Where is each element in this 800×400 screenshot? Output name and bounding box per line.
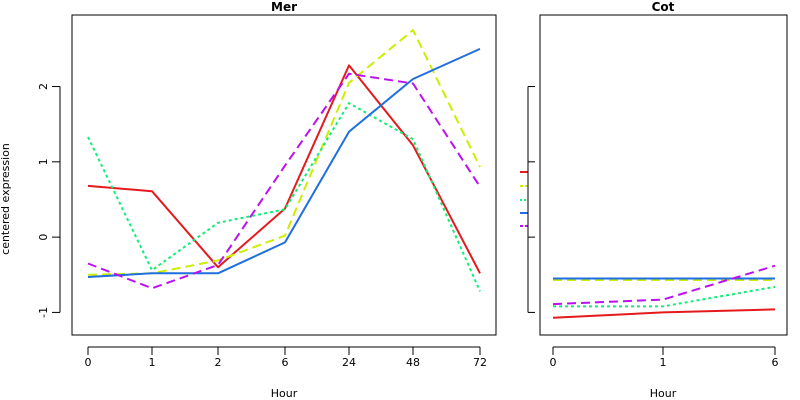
x-tick-label-mer: 72 (473, 356, 487, 369)
series-line-mer-2 (87, 29, 481, 276)
x-tick-label-cot: 1 (660, 356, 667, 369)
chart-title-mer: Mer (271, 0, 297, 14)
series-lines-cot (552, 264, 776, 319)
x-axis-label-mer: Hour (271, 387, 298, 400)
series-line-cot-5 (552, 264, 776, 306)
series-line-cot-1 (552, 308, 776, 319)
x-tick-label-cot: 6 (772, 356, 779, 369)
series-line-mer-5 (87, 72, 481, 290)
plot-frame-mer (71, 14, 497, 336)
y-tick-label: -1 (37, 307, 50, 318)
panel-cot: Cot Hour 0 1 6 (527, 0, 788, 400)
series-line-cot-3 (553, 285, 776, 308)
x-axis-label-cot: Hour (650, 387, 677, 400)
x-tick-label-mer: 24 (342, 356, 356, 369)
chart-title-cot: Cot (652, 0, 675, 14)
y-tick-label: 0 (37, 234, 50, 241)
x-tick-label-mer: 2 (215, 356, 222, 369)
x-tick-label-mer: 6 (282, 356, 289, 369)
series-line-mer-1 (87, 64, 481, 274)
series-lines-mer (87, 29, 481, 292)
legend (520, 171, 528, 227)
y-tick-label: 2 (37, 83, 50, 90)
x-tick-label-mer: 0 (85, 356, 92, 369)
y-axis-label: centered expression (0, 143, 12, 255)
panel-mer: Mer Hour 0 1 2 6 24 48 72 -1 0 1 2 (37, 0, 497, 400)
x-tick-label-mer: 48 (406, 356, 420, 369)
x-tick-label-mer: 1 (149, 356, 156, 369)
y-tick-label: 1 (37, 158, 50, 165)
x-tick-label-cot: 0 (550, 356, 557, 369)
axis-ticks-mer: 0 1 2 6 24 48 72 -1 0 1 2 (37, 83, 487, 369)
series-line-mer-3 (87, 102, 481, 292)
plot-frame-cot (539, 14, 788, 336)
series-line-mer-4 (87, 47, 481, 278)
axis-ticks-cot: 0 1 6 (527, 86, 779, 369)
